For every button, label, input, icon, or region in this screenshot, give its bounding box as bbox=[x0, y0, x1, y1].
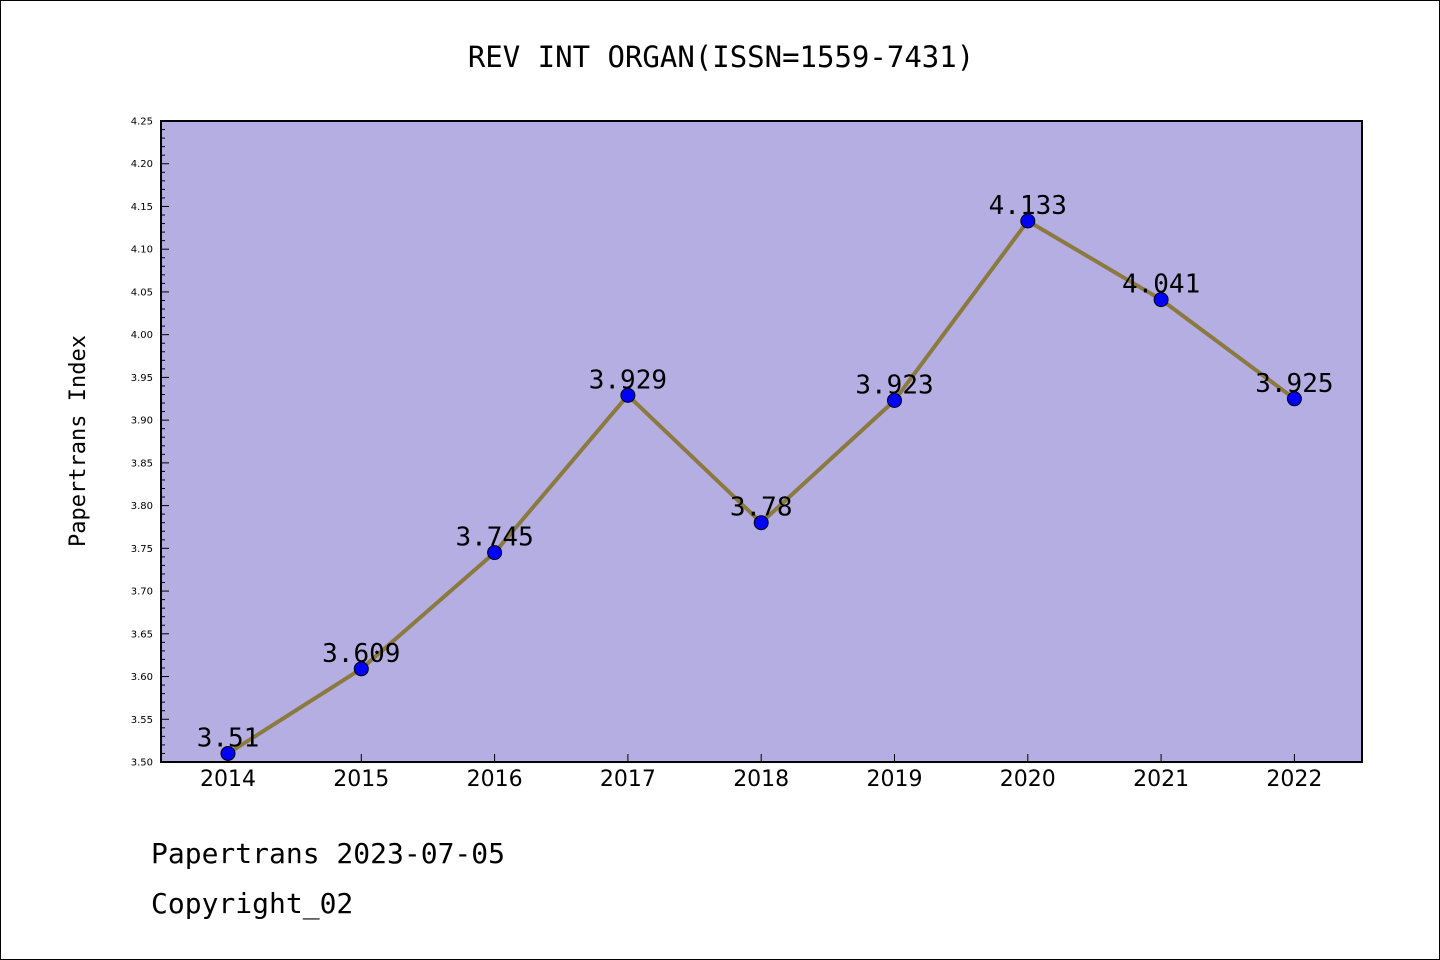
data-label: 3.78 bbox=[730, 493, 793, 523]
data-point bbox=[353, 661, 369, 677]
y-axis-ticks: 3.50 3.55 3.60 3.65 3.70 3.75 3.80 3.85 3.90 3.95… bbox=[131, 117, 169, 769]
data-labels: 3.51 3.609 3.745 3.929 3.78 3.923 4.133 4.041 3.… bbox=[197, 191, 1334, 753]
plot-area bbox=[160, 120, 1363, 763]
x-tick-label: 2020 bbox=[1000, 767, 1056, 792]
y-tick-label: 3.90 bbox=[131, 416, 153, 427]
data-point bbox=[887, 392, 902, 408]
data-points bbox=[220, 213, 1302, 761]
data-label: 3.923 bbox=[855, 370, 933, 400]
x-tick-label: 2017 bbox=[600, 767, 656, 792]
data-label: 3.925 bbox=[1255, 369, 1333, 399]
data-label: 4.133 bbox=[989, 191, 1067, 221]
y-tick-label: 3.65 bbox=[131, 629, 153, 640]
footer-copyright: Copyright_02 bbox=[151, 887, 354, 920]
data-point bbox=[1153, 292, 1169, 308]
data-point bbox=[620, 387, 636, 403]
data-point bbox=[753, 515, 769, 531]
data-label: 4.041 bbox=[1122, 270, 1200, 300]
y-axis-label: Papertrans Index bbox=[66, 335, 91, 547]
data-label: 3.51 bbox=[197, 723, 260, 753]
x-tick-label: 2014 bbox=[200, 767, 256, 792]
y-tick-label: 3.70 bbox=[131, 587, 153, 598]
data-label: 3.609 bbox=[322, 639, 400, 669]
y-tick-label: 4.10 bbox=[131, 245, 153, 256]
y-tick-label: 3.80 bbox=[131, 501, 153, 512]
x-tick-label: 2015 bbox=[333, 767, 389, 792]
y-tick-label: 3.60 bbox=[131, 672, 153, 683]
y-tick-label: 4.15 bbox=[131, 202, 153, 213]
x-tick-label: 2019 bbox=[867, 767, 923, 792]
y-tick-label: 4.20 bbox=[131, 159, 153, 170]
x-axis-ticks: 2014 2015 2016 2017 2018 2019 2020 2021 2022 bbox=[200, 754, 1322, 792]
data-point bbox=[1286, 391, 1302, 407]
x-tick-label: 2022 bbox=[1266, 767, 1322, 792]
x-tick-label: 2018 bbox=[733, 767, 789, 792]
x-tick-label: 2016 bbox=[467, 767, 523, 792]
y-tick-label: 3.95 bbox=[131, 373, 153, 384]
data-point bbox=[220, 745, 236, 761]
y-tick-label: 4.05 bbox=[131, 287, 153, 298]
data-label: 3.929 bbox=[589, 365, 667, 395]
y-tick-label: 3.55 bbox=[131, 715, 153, 726]
footer-date: Papertrans 2023-07-05 bbox=[151, 837, 506, 870]
y-tick-label: 4.25 bbox=[131, 117, 153, 128]
data-label: 3.745 bbox=[455, 523, 533, 553]
y-tick-label: 3.75 bbox=[131, 544, 153, 555]
data-point bbox=[1020, 213, 1036, 229]
x-tick-label: 2021 bbox=[1133, 767, 1189, 792]
chart-title: REV INT ORGAN(ISSN=1559-7431) bbox=[468, 40, 974, 74]
y-tick-label: 3.85 bbox=[131, 458, 153, 469]
data-point bbox=[487, 545, 503, 561]
y-tick-label: 3.50 bbox=[131, 758, 153, 769]
y-tick-label: 4.00 bbox=[131, 330, 153, 341]
